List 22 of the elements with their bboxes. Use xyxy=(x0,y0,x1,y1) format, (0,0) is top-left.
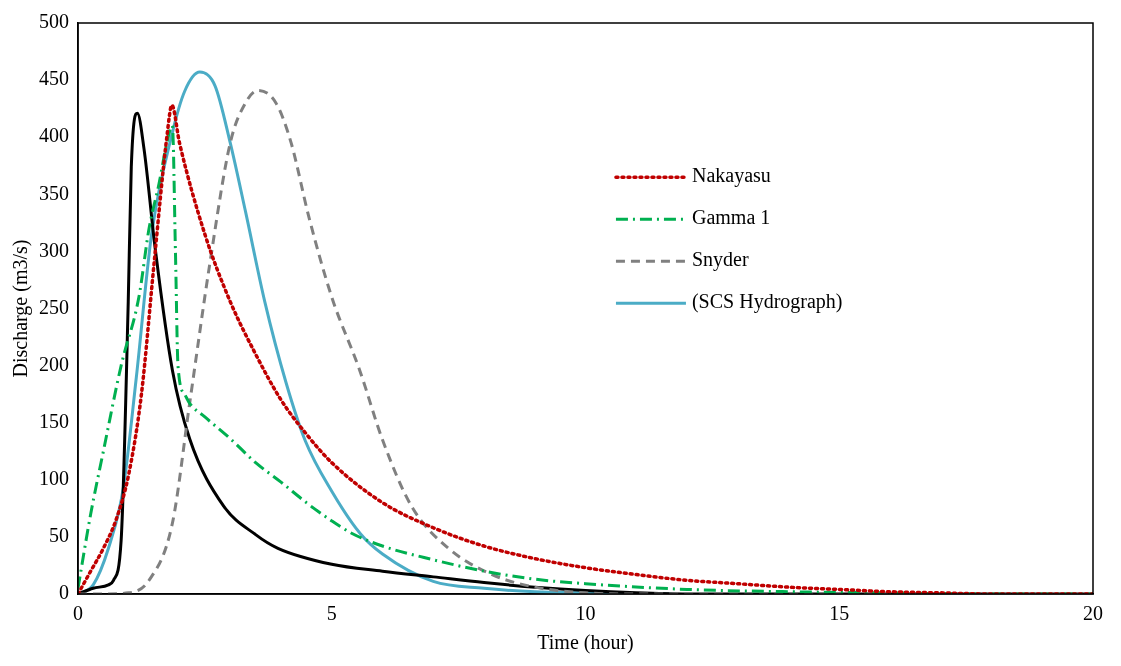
y-tick-label: 0 xyxy=(59,581,69,604)
x-tick-label: 5 xyxy=(326,602,337,625)
legend-label: (SCS Hydrograph) xyxy=(691,290,843,314)
y-tick-label: 300 xyxy=(39,238,69,261)
legend-label: Nakayasu xyxy=(691,164,771,188)
y-tick-label: 200 xyxy=(39,352,69,375)
x-tick-label: 0 xyxy=(73,602,83,625)
y-axis-title: Discharge (m3/s) xyxy=(9,239,33,378)
x-tick-label: 15 xyxy=(829,602,850,625)
y-tick-label: 450 xyxy=(39,67,69,90)
y-tick-label: 250 xyxy=(39,295,69,318)
legend-label: Gamma 1 xyxy=(691,206,771,229)
x-tick-label: 20 xyxy=(1083,602,1103,625)
y-tick-label: 150 xyxy=(39,409,69,432)
y-tick-label: 50 xyxy=(49,524,69,547)
x-axis-title: Time (hour) xyxy=(537,631,634,655)
y-tick-label: 350 xyxy=(39,181,69,204)
x-tick-label: 10 xyxy=(575,602,596,625)
legend-label: Snyder xyxy=(691,248,749,272)
y-tick-label: 100 xyxy=(39,467,69,490)
y-tick-label: 500 xyxy=(39,10,69,33)
y-tick-label: 400 xyxy=(39,124,69,147)
